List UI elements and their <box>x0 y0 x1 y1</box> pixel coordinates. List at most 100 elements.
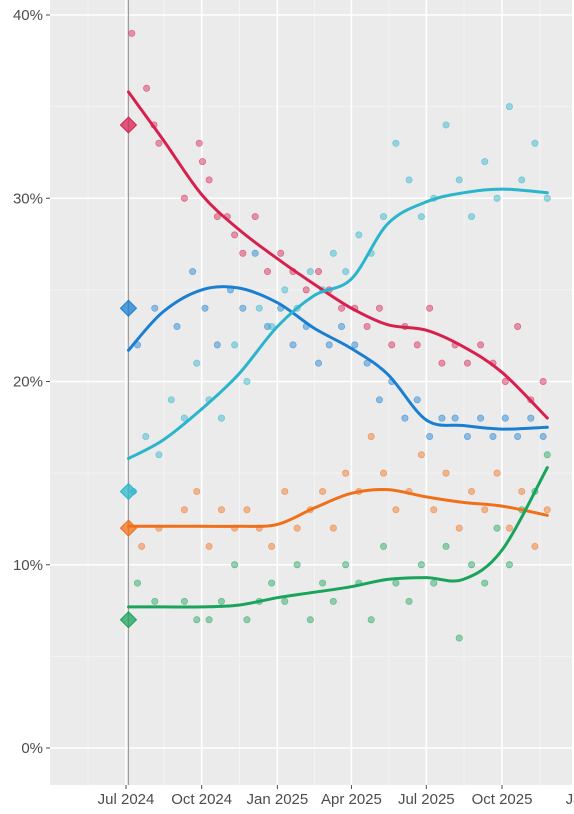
poll-point <box>201 304 209 312</box>
poll-point <box>481 506 489 514</box>
poll-point <box>217 597 225 605</box>
poll-point <box>151 597 159 605</box>
poll-point <box>329 597 337 605</box>
poll-point <box>505 103 513 111</box>
poll-point <box>455 524 463 532</box>
poll-point <box>243 377 251 385</box>
poll-point <box>213 341 221 349</box>
poll-point <box>338 323 346 331</box>
poll-point <box>315 359 323 367</box>
poll-point <box>155 451 163 459</box>
poll-point <box>481 579 489 587</box>
trend-line <box>127 466 549 609</box>
poll-point <box>143 84 151 92</box>
x-tick-label: Oct 2024 <box>171 791 232 808</box>
poll-point <box>180 194 188 202</box>
poll-point <box>193 359 201 367</box>
x-tick-label: Apr 2025 <box>321 791 382 808</box>
poll-point <box>306 616 314 624</box>
trend-line <box>127 90 549 420</box>
poll-point <box>293 524 301 532</box>
x-tick-label: Jan <box>566 791 574 808</box>
x-tick-label: Jul 2025 <box>398 791 455 808</box>
poll-point <box>231 561 239 569</box>
poll-point <box>239 249 247 257</box>
poll-point <box>363 323 371 331</box>
poll-point <box>277 249 285 257</box>
x-tick-label: Oct 2025 <box>472 791 533 808</box>
poll-point <box>217 414 225 422</box>
poll-point <box>255 304 263 312</box>
poll-point <box>205 542 213 550</box>
election-result-diamond <box>119 116 138 134</box>
poll-point <box>417 451 425 459</box>
poll-point <box>438 414 446 422</box>
election-result-diamond <box>119 299 138 317</box>
plot-panel <box>50 0 572 785</box>
poll-point <box>205 176 213 184</box>
poll-point <box>539 432 547 440</box>
y-tick-label: 10% <box>13 557 43 574</box>
poll-point <box>531 139 539 147</box>
poll-point <box>505 524 513 532</box>
poll-point <box>239 304 247 312</box>
poll-point <box>167 396 175 404</box>
poll-point <box>392 579 400 587</box>
poll-point <box>405 176 413 184</box>
poll-point <box>477 341 485 349</box>
poll-point <box>501 377 509 385</box>
poll-point <box>342 268 350 276</box>
poll-point <box>405 597 413 605</box>
poll-point <box>442 469 450 477</box>
poll-point <box>243 506 251 514</box>
poll-point <box>173 323 181 331</box>
poll-point <box>401 414 409 422</box>
poll-point <box>342 469 350 477</box>
poll-point <box>380 213 388 221</box>
poll-point <box>442 542 450 550</box>
poll-point <box>199 158 207 166</box>
poll-point <box>251 249 259 257</box>
poll-point <box>142 432 150 440</box>
poll-point <box>451 414 459 422</box>
poll-point <box>392 139 400 147</box>
poll-point <box>430 579 438 587</box>
poll-point <box>463 359 471 367</box>
poll-point <box>543 451 551 459</box>
poll-point <box>468 487 476 495</box>
x-tick-label: Jul 2024 <box>98 791 155 808</box>
poll-point <box>531 542 539 550</box>
x-axis: Jul 2024 Oct 2024 Jan 2025 Apr 2025 Jul 2025… <box>98 785 574 808</box>
poll-point <box>329 249 337 257</box>
poll-point <box>243 616 251 624</box>
poll-point <box>193 616 201 624</box>
poll-point <box>319 579 327 587</box>
poll-point <box>180 506 188 514</box>
poll-point <box>527 414 535 422</box>
poll-point <box>205 616 213 624</box>
poll-point <box>438 359 446 367</box>
trend-lines <box>127 90 549 609</box>
poll-point <box>338 304 346 312</box>
poll-point <box>134 579 142 587</box>
poll-points <box>128 29 551 642</box>
poll-point <box>268 323 276 331</box>
poll-point <box>367 616 375 624</box>
poll-point <box>514 323 522 331</box>
poll-point <box>493 469 501 477</box>
poll-point <box>329 524 337 532</box>
trend-line <box>127 187 549 460</box>
poll-point <box>138 542 146 550</box>
poll-point <box>189 268 197 276</box>
gridlines <box>50 0 572 785</box>
poll-point <box>231 231 239 239</box>
poll-point <box>302 286 310 294</box>
y-axis: 0% 10% 20% 30% 40% <box>13 7 50 757</box>
poll-point <box>514 432 522 440</box>
poll-point <box>268 579 276 587</box>
poll-point <box>315 268 323 276</box>
poll-point <box>426 304 434 312</box>
trend-line <box>127 285 549 431</box>
poll-point <box>306 268 314 276</box>
